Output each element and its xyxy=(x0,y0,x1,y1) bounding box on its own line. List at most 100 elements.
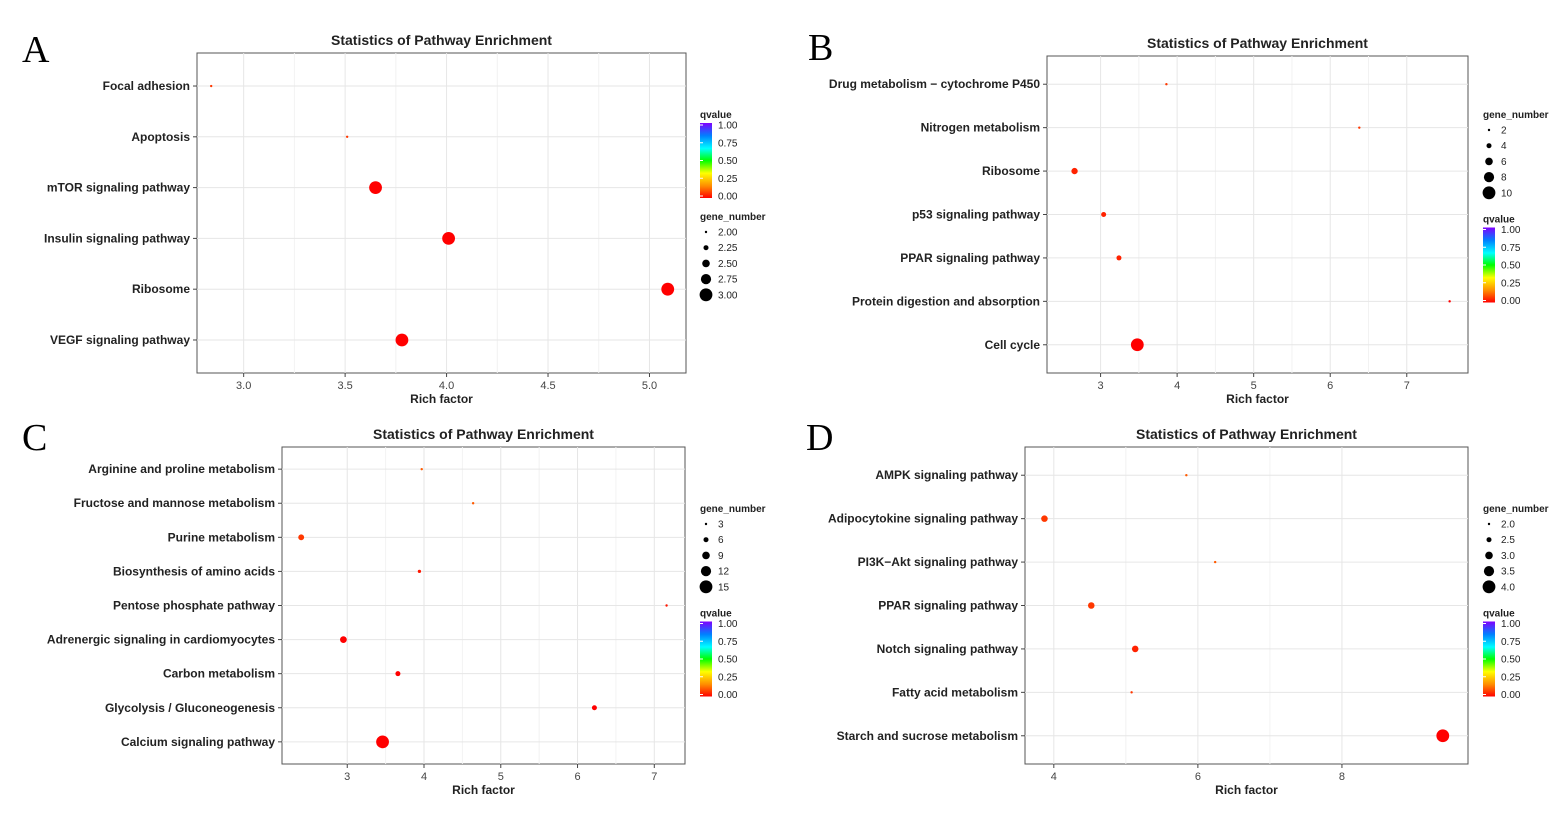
y-tick-label: Fatty acid metabolism xyxy=(892,685,1018,699)
y-tick-label: Apoptosis xyxy=(131,130,190,144)
legend-size-key xyxy=(1487,522,1491,526)
legend-label: 0.50 xyxy=(1501,655,1521,666)
data-point xyxy=(340,636,347,643)
legend-label: 1.00 xyxy=(1501,619,1521,630)
data-point xyxy=(376,735,389,749)
panel-d: D Statistics of Pathway Enrichment 4 6 8 AMPK… xyxy=(806,417,1549,797)
data-point xyxy=(1436,729,1450,743)
legend-label: 0.50 xyxy=(718,655,738,666)
x-tick-label: 4 xyxy=(421,771,427,783)
y-tick-label: AMPK signaling pathway xyxy=(875,468,1018,482)
x-tick-label: 3.5 xyxy=(337,380,352,392)
data-point xyxy=(1358,126,1361,129)
y-tick-label: Focal adhesion xyxy=(103,79,190,93)
y-tick-label: Protein digestion and absorption xyxy=(852,294,1040,308)
y-tick-label: Notch signaling pathway xyxy=(877,642,1019,656)
legend-label: 8 xyxy=(1501,173,1507,184)
data-point xyxy=(1116,255,1122,261)
legend-label: 2.25 xyxy=(718,243,738,254)
data-point xyxy=(420,467,423,471)
y-tick-label: Adrenergic signaling in cardiomyocytes xyxy=(47,633,275,647)
data-point xyxy=(1448,300,1451,303)
legend-label: 4 xyxy=(1501,141,1507,152)
legend-label: 0.75 xyxy=(718,138,738,149)
x-tick-label: 6 xyxy=(1195,771,1201,783)
legend-size-key xyxy=(700,566,712,577)
panel-letter: A xyxy=(22,29,50,71)
data-point xyxy=(298,534,305,541)
y-tick-label: Adipocytokine signaling pathway xyxy=(828,512,1018,526)
legend-label: 3 xyxy=(718,520,724,531)
legend-label: 0.25 xyxy=(718,174,738,185)
chart-title: Statistics of Pathway Enrichment xyxy=(1136,426,1357,442)
legend-label: 6 xyxy=(1501,157,1507,168)
legend-title: qvalue xyxy=(1483,215,1515,226)
data-point xyxy=(210,84,213,88)
data-point xyxy=(1165,83,1168,86)
y-tick-label: Arginine and proline metabolism xyxy=(88,462,275,476)
legend-label: 0.25 xyxy=(1501,672,1521,683)
qvalue-colorbar xyxy=(700,123,712,198)
y-tick-label: Carbon metabolism xyxy=(163,667,275,681)
legend-size-key xyxy=(1486,537,1492,543)
x-axis-label: Rich factor xyxy=(410,392,473,406)
data-point xyxy=(395,671,401,677)
legend-label: 2.0 xyxy=(1501,520,1515,531)
x-axis-label: Rich factor xyxy=(452,783,515,797)
legend-title: qvalue xyxy=(1483,609,1515,620)
legend-title: qvalue xyxy=(700,609,732,620)
legend-title: gene_number xyxy=(1483,110,1549,121)
legend-label: 0.75 xyxy=(1501,637,1521,648)
x-tick-label: 7 xyxy=(1404,380,1410,392)
y-tick-label: Nitrogen metabolism xyxy=(921,121,1040,135)
x-tick-label: 3.0 xyxy=(236,380,251,392)
y-tick-label: Ribosome xyxy=(132,282,190,296)
legend-label: 2.5 xyxy=(1501,535,1515,546)
legend-size-key xyxy=(1483,172,1495,183)
x-tick-label: 4 xyxy=(1051,771,1057,783)
y-tick-label: p53 signaling pathway xyxy=(912,208,1040,222)
y-tick-label: Calcium signaling pathway xyxy=(121,735,275,749)
legend-label: 1.00 xyxy=(718,619,738,630)
y-tick-label: Cell cycle xyxy=(985,338,1041,352)
data-point xyxy=(395,333,409,347)
legend-size-key xyxy=(1485,551,1493,560)
x-tick-label: 4.0 xyxy=(439,380,454,392)
legend-label: 3.00 xyxy=(718,290,738,301)
x-tick-label: 6 xyxy=(1327,380,1333,392)
legend-size-key xyxy=(1483,566,1495,577)
data-point xyxy=(1041,515,1048,522)
panel-b: B Statistics of Pathway Enrichment 3 4 5 6 7 Dr… xyxy=(808,27,1549,406)
data-point xyxy=(471,502,475,505)
panel-letter: B xyxy=(808,27,833,69)
legend-label: 3.0 xyxy=(1501,551,1515,562)
data-point xyxy=(1101,212,1107,217)
chart-title: Statistics of Pathway Enrichment xyxy=(373,426,594,442)
data-point xyxy=(1131,645,1139,653)
legend-label: 0.00 xyxy=(718,192,738,203)
legend-label: 0.50 xyxy=(718,156,738,167)
data-point xyxy=(417,569,422,574)
y-tick-label: mTOR signaling pathway xyxy=(47,181,190,195)
data-point xyxy=(1071,167,1078,175)
legend-label: 9 xyxy=(718,551,724,562)
legend-label: 0.50 xyxy=(1501,261,1521,272)
legend-size-key xyxy=(704,522,708,526)
legend-label: 2.75 xyxy=(718,275,738,286)
qvalue-colorbar xyxy=(700,621,712,697)
legend-size-key xyxy=(1482,580,1496,594)
data-point xyxy=(591,705,597,711)
legend-size-key xyxy=(1485,157,1493,166)
data-point xyxy=(1087,602,1095,609)
legend-label: 4.0 xyxy=(1501,582,1515,593)
legend-label: 2 xyxy=(1501,126,1507,137)
legend-size-key xyxy=(702,551,710,560)
x-tick-label: 5 xyxy=(498,771,504,783)
y-tick-label: Fructose and mannose metabolism xyxy=(74,496,275,510)
legend-label: 3.5 xyxy=(1501,567,1515,578)
y-tick-label: PPAR signaling pathway xyxy=(900,251,1040,265)
y-tick-label: Starch and sucrose metabolism xyxy=(837,729,1018,743)
legend-label: 0.00 xyxy=(718,690,738,701)
legend-label: 2.50 xyxy=(718,259,738,270)
legend-title: qvalue xyxy=(700,110,732,121)
